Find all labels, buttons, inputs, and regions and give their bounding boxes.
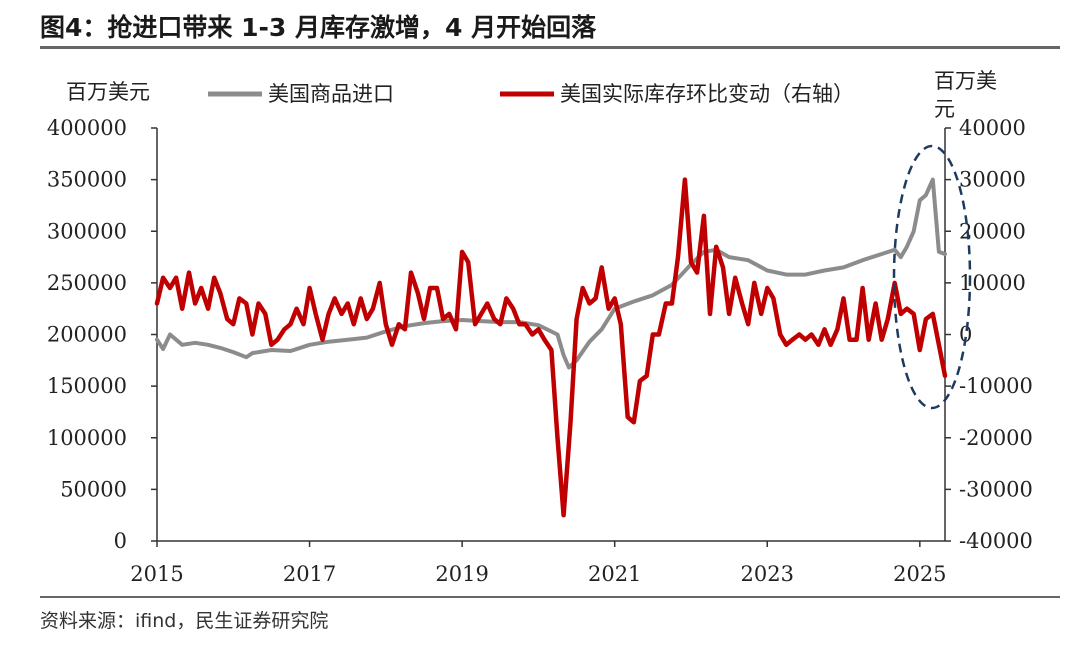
x-tick-label: 2025 bbox=[893, 562, 946, 586]
left-tick-label: 350000 bbox=[47, 168, 127, 192]
figure-title: 图4：抢进口带来 1-3 月库存激增，4 月开始回落 bbox=[40, 13, 597, 42]
title-rule bbox=[40, 46, 1060, 49]
right-axis-unit-line2: 元 bbox=[934, 97, 955, 121]
right-tick-label: -40000 bbox=[959, 529, 1033, 553]
right-tick-label: 30000 bbox=[959, 168, 1026, 192]
x-tick-label: 2023 bbox=[741, 562, 794, 586]
x-tick-label: 2019 bbox=[435, 562, 488, 586]
right-tick-label: 20000 bbox=[959, 219, 1026, 243]
left-tick-label: 0 bbox=[114, 529, 127, 553]
left-tick-label: 50000 bbox=[60, 477, 127, 501]
source-rule bbox=[40, 596, 1060, 598]
right-tick-label: -30000 bbox=[959, 477, 1033, 501]
left-tick-label: 100000 bbox=[47, 426, 127, 450]
legend-label-imports: 美国商品进口 bbox=[268, 82, 394, 106]
source-note: 资料来源：ifind，民生证券研究院 bbox=[40, 610, 329, 632]
right-tick-label: 0 bbox=[959, 323, 972, 347]
series-line-inventory bbox=[154, 177, 948, 518]
x-tick-label: 2021 bbox=[588, 562, 641, 586]
right-tick-label: 40000 bbox=[959, 116, 1026, 140]
left-tick-label: 250000 bbox=[47, 271, 127, 295]
right-axis-unit: 百万美元 bbox=[934, 69, 997, 121]
x-tick-label: 2015 bbox=[130, 562, 183, 586]
legend-label-inventory: 美国实际库存环比变动（右轴） bbox=[560, 82, 854, 106]
left-tick-label: 150000 bbox=[47, 374, 127, 398]
axes: 4000003500003000002500002000001500001000… bbox=[47, 116, 1033, 586]
right-axis-unit-line1: 百万美 bbox=[934, 69, 997, 93]
left-tick-label: 200000 bbox=[47, 323, 127, 347]
series-lines bbox=[154, 177, 948, 518]
highlight-ellipse bbox=[892, 144, 972, 410]
left-tick-label: 300000 bbox=[47, 219, 127, 243]
right-tick-label: -10000 bbox=[959, 374, 1033, 398]
left-axis-unit: 百万美元 bbox=[66, 80, 150, 104]
left-tick-label: 400000 bbox=[47, 116, 127, 140]
x-tick-label: 2017 bbox=[283, 562, 336, 586]
right-tick-label: -20000 bbox=[959, 426, 1033, 450]
